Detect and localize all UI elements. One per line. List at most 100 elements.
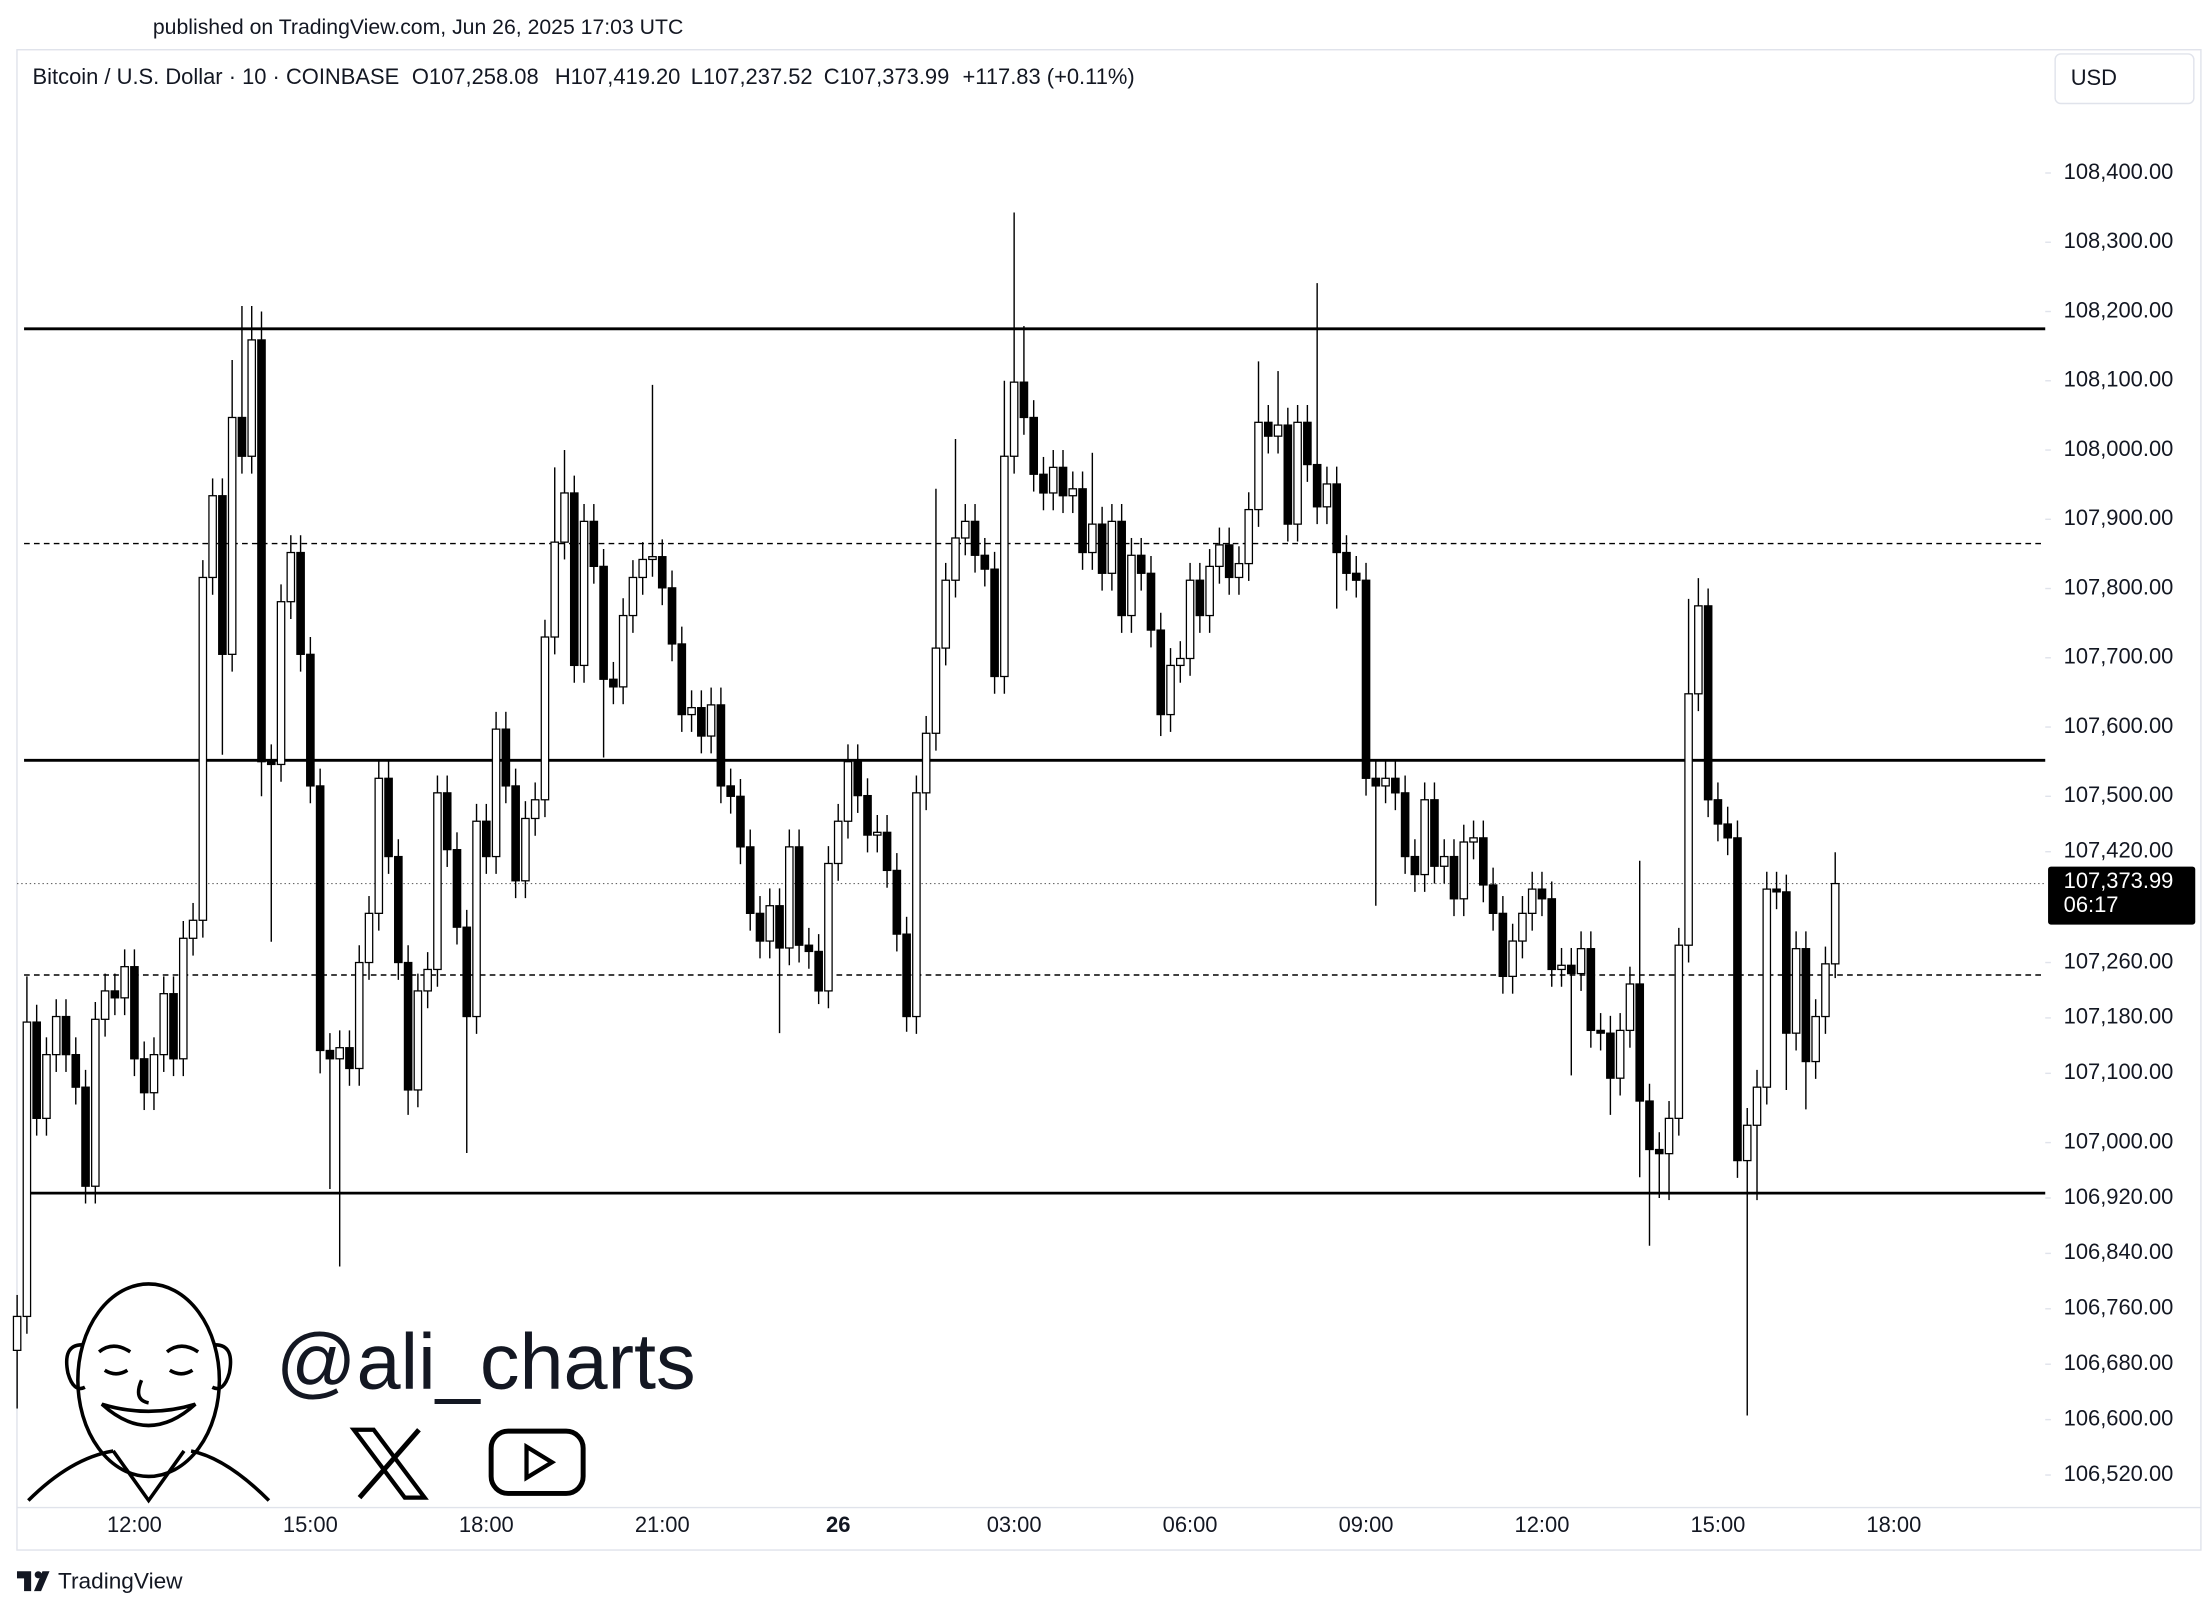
candle-body [599,565,608,680]
candle-body [951,537,960,581]
candle-body [892,869,902,935]
candle-body [1019,381,1029,419]
candle-body [697,707,706,737]
candle-body [120,966,129,999]
candle-body [169,993,178,1060]
y-tick-label: 107,100.00 [2064,1059,2174,1084]
tradingview-logo [16,1571,50,1592]
candle-body [1273,424,1283,437]
candle-body [824,862,833,992]
candle-body [1381,777,1390,787]
candle-body [941,579,951,649]
candle-body [677,643,687,716]
candle-body [814,950,823,992]
candle-body [1175,657,1185,667]
candle-body [589,520,599,568]
candle-body [1488,884,1498,914]
y-tick-label: 107,500.00 [2064,782,2174,807]
candle-body [1547,898,1557,971]
candle-body [442,792,452,851]
candle-body [423,968,432,992]
candle-body [775,905,784,949]
legend-high: H107,419.20 [555,64,681,89]
candle-body [159,993,169,1056]
avatar [27,1282,271,1504]
last-price-label: 107,373.99 [2064,868,2174,893]
candle-body [1830,882,1840,965]
candle-body [71,1053,81,1088]
candle-body [1029,416,1039,475]
candle-body [1713,799,1723,825]
candle-body [1263,421,1273,437]
legend-open: O107,258.08 [412,64,539,89]
candle-body [1625,983,1635,1032]
candle-body [912,792,921,1018]
candle-body [511,785,520,882]
candle-body [227,416,237,655]
candle-body [921,732,931,794]
candle-body [970,520,980,556]
candle-body [1322,483,1332,508]
candle-body [394,855,403,964]
y-tick-label: 107,260.00 [2064,948,2174,973]
candle-body [1410,855,1420,876]
candle-body [1303,421,1312,466]
candle-body [1479,837,1488,886]
candle-body [266,761,276,766]
candle-body [1801,948,1811,1063]
candle-body [853,761,863,797]
candle-body [1420,799,1429,876]
candle-body [1439,855,1449,867]
legend-change: +117.83 (+0.11%) [962,64,1134,89]
candle-body [139,1058,149,1094]
candle-body [1224,544,1234,579]
candle-body [237,416,247,457]
candle-body [1234,562,1244,579]
candle-body [1498,912,1508,978]
brand: TradingView [58,1569,183,1594]
candle-body [609,678,618,688]
candle-body [218,495,227,655]
candle-body [315,785,325,1052]
candle-body [462,926,472,1018]
candle-body [345,1047,354,1070]
candle-body [1654,1148,1664,1155]
candle-body [628,576,638,617]
candle-body [1645,1100,1654,1151]
candle-body [726,785,735,797]
candle-body [579,520,589,667]
candle-body [1537,888,1547,900]
candle-body [1361,579,1371,779]
y-tick-label: 106,840.00 [2064,1239,2174,1264]
candle-body [208,495,217,579]
y-tick-label: 106,920.00 [2064,1184,2174,1209]
candle-body [335,1047,345,1060]
x-tick-label: 12:00 [1515,1512,1570,1537]
y-tick-label: 107,700.00 [2064,644,2174,669]
last-price-box [2048,866,2196,925]
candle-body [569,492,579,667]
candle-body [833,820,843,865]
candle-body [32,1021,41,1119]
candle-body [1293,421,1302,525]
candle-body [931,647,941,734]
candle-body [521,817,530,882]
candle-body [276,601,286,766]
x-tick-label: 15:00 [283,1512,338,1537]
candle-body [501,728,511,787]
x-tick-label: 12:00 [107,1512,162,1537]
candle-body [198,576,208,921]
candle-body [296,551,305,655]
candle-body [1518,912,1527,942]
candle-body [1107,520,1117,574]
candle-body [306,653,315,787]
handle: @ali_charts [276,1316,696,1405]
candle-body [1811,1015,1820,1063]
candle-body [804,944,814,953]
candle-body [687,707,696,716]
candle-body [364,912,374,964]
y-tick-label: 106,600.00 [2064,1405,2174,1430]
candle-body [1615,1029,1625,1079]
candle-body [247,339,257,457]
